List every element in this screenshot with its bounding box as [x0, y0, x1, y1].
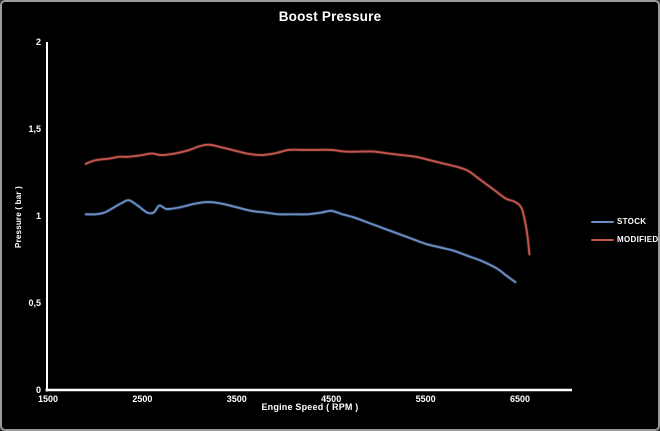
y-tick-label: 0,5: [28, 298, 41, 308]
legend: STOCK MODIFIED: [591, 217, 659, 244]
x-tick-label: 6500: [509, 394, 531, 404]
y-tick-label: 1: [35, 211, 41, 221]
legend-label-stock: STOCK: [617, 217, 647, 226]
stock-series-line: [84, 199, 517, 284]
x-tick-label: 4500: [321, 394, 342, 404]
y-tick-label: 2: [35, 37, 41, 47]
legend-item-modified: MODIFIED: [591, 235, 659, 244]
modified-line-swatch: [591, 238, 614, 241]
legend-item-stock: STOCK: [591, 217, 658, 226]
chart-title: Boost Pressure: [278, 9, 382, 24]
x-tick-label: 1500: [37, 394, 59, 404]
y-tick-label: 0: [35, 385, 41, 395]
x-axis-label: Engine Speed ( RPM ): [261, 402, 359, 412]
y-axis-label: Pressure ( bar ): [14, 186, 23, 248]
x-tick-label: 5500: [415, 394, 436, 404]
y-tick-label: 1,5: [28, 124, 41, 134]
stock-line-swatch: [591, 220, 614, 223]
x-tick-label: 3500: [226, 394, 247, 404]
legend-label-modified: MODIFIED: [617, 235, 659, 244]
x-tick-label: 2500: [132, 394, 153, 404]
modified-series-glow: [84, 142, 532, 257]
modified-series-line: [84, 143, 531, 256]
